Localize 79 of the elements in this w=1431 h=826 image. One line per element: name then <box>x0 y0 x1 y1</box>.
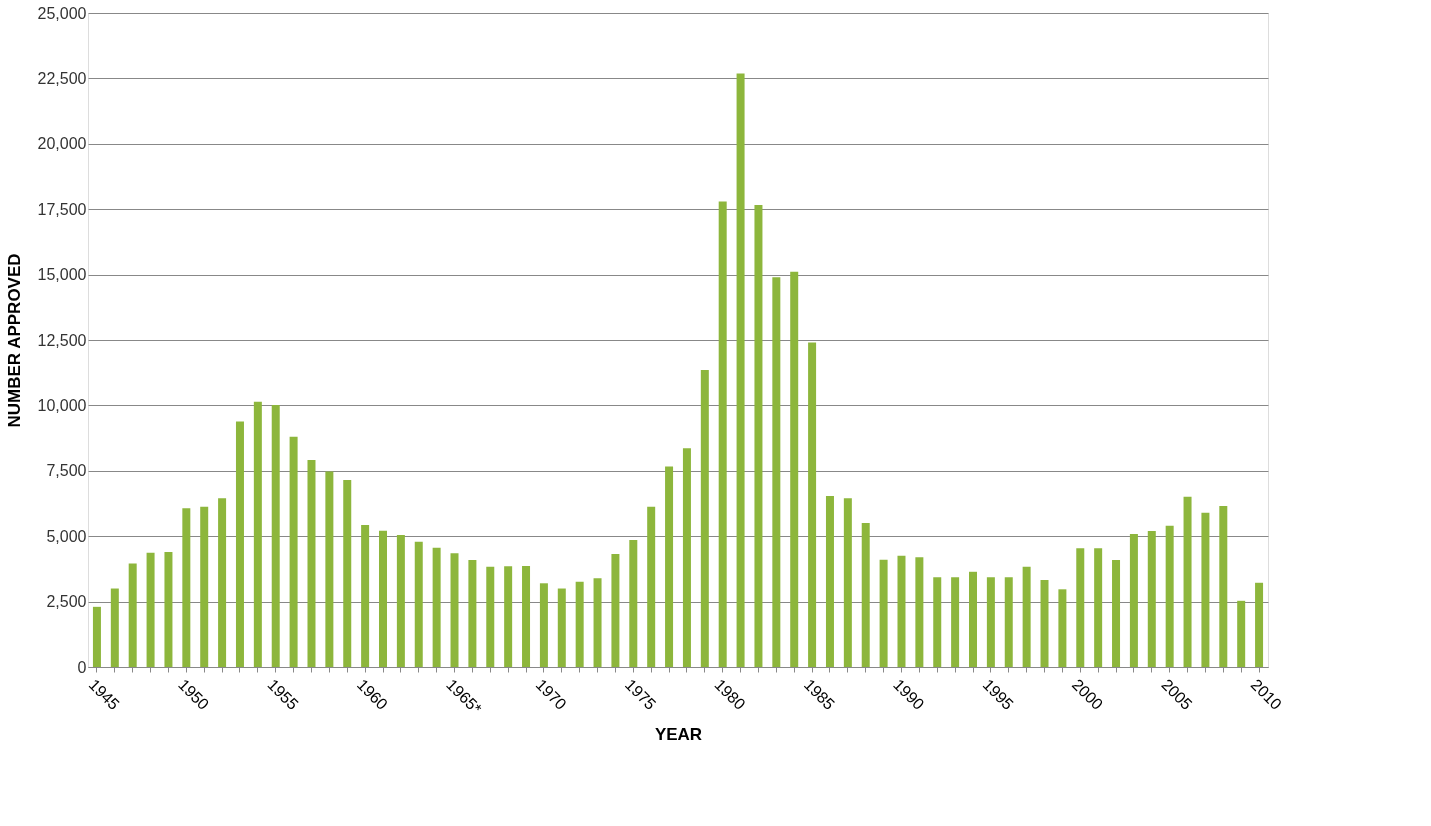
bar <box>146 552 155 667</box>
bar <box>557 588 566 667</box>
bar <box>343 479 352 667</box>
bar <box>1022 566 1031 667</box>
bar <box>647 506 656 667</box>
bar <box>593 578 602 667</box>
bar <box>253 401 262 667</box>
bar <box>718 201 727 667</box>
bar <box>235 421 244 667</box>
bar <box>1201 512 1210 667</box>
bar <box>754 205 763 667</box>
y-tick-label: 0 <box>77 658 87 676</box>
bar <box>164 551 173 667</box>
bar <box>1112 560 1121 667</box>
bar <box>450 553 459 667</box>
bar <box>1040 579 1049 667</box>
bar <box>271 404 280 667</box>
bar <box>1237 600 1246 667</box>
bar <box>1094 548 1103 667</box>
bar <box>790 271 799 667</box>
bar <box>808 342 817 667</box>
y-tick-label: 5,000 <box>46 527 87 545</box>
bar <box>325 471 334 667</box>
bar <box>629 540 638 667</box>
bar <box>825 495 834 667</box>
bar <box>468 560 477 667</box>
bar <box>1183 496 1192 667</box>
bar <box>1058 589 1067 667</box>
bar <box>879 559 888 667</box>
bar <box>522 566 531 667</box>
bar <box>289 436 298 667</box>
y-tick-label: 15,000 <box>37 266 87 284</box>
bar <box>504 566 513 667</box>
y-tick-label: 22,500 <box>37 69 87 87</box>
bar <box>736 73 745 667</box>
bar <box>414 541 423 667</box>
bar <box>432 547 441 667</box>
y-tick-label: 25,000 <box>37 4 87 22</box>
bar <box>110 588 119 667</box>
bar <box>128 563 137 667</box>
bar <box>611 553 620 667</box>
bar <box>379 530 387 667</box>
bar <box>861 523 870 667</box>
bar <box>396 534 405 667</box>
y-tick-label: 10,000 <box>37 396 87 414</box>
y-axis-title: NUMBER APPROVED <box>4 253 24 428</box>
bar <box>986 577 995 667</box>
bar <box>307 460 316 667</box>
bar <box>539 583 548 667</box>
bar <box>700 370 709 667</box>
bar <box>182 508 191 667</box>
y-tick-label: 17,500 <box>37 200 87 218</box>
bar <box>665 466 674 667</box>
bar <box>1076 548 1085 667</box>
bar <box>897 555 906 667</box>
bar <box>1129 534 1138 667</box>
bar <box>915 557 924 667</box>
y-tick-label: 2,500 <box>46 593 87 611</box>
bar <box>682 448 691 667</box>
bar <box>1255 582 1264 667</box>
bar <box>1165 525 1174 667</box>
bar <box>933 577 942 667</box>
bar <box>1219 506 1228 667</box>
bar <box>92 606 101 667</box>
y-tick-label: 12,500 <box>37 331 87 349</box>
bar <box>951 577 960 667</box>
bar <box>200 506 209 667</box>
bar <box>218 498 227 667</box>
bar <box>1147 530 1156 667</box>
bar <box>361 524 370 667</box>
bar <box>486 566 495 667</box>
bar <box>1004 577 1013 667</box>
x-axis-title: YEAR <box>654 725 703 745</box>
bar <box>772 277 781 667</box>
bar <box>969 571 977 667</box>
y-tick-label: 20,000 <box>37 135 87 153</box>
bar <box>575 581 584 667</box>
bar <box>843 498 852 667</box>
y-tick-label: 7,500 <box>46 462 87 480</box>
